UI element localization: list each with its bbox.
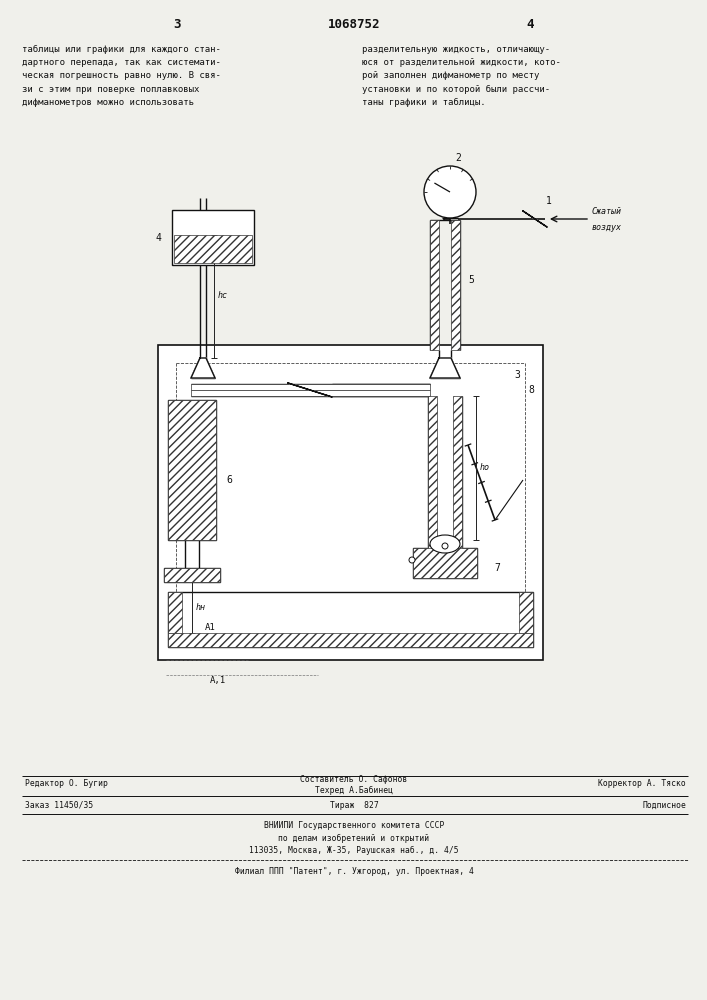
Text: воздух: воздух [592, 223, 622, 232]
Text: разделительную жидкость, отличающу-
юся от разделительной жидкости, кото-
рой за: разделительную жидкость, отличающу- юся … [362, 45, 561, 107]
Text: таблицы или графики для каждого стан-
дартного перепада, так как системати-
ческ: таблицы или графики для каждого стан- да… [22, 45, 221, 107]
Text: А1: А1 [204, 622, 216, 632]
Bar [164, 568, 220, 582]
Bar [158, 345, 543, 660]
Text: ВНИИПИ Государственного комитета СССР: ВНИИПИ Государственного комитета СССР [264, 822, 444, 830]
Text: hc: hc [218, 292, 228, 300]
Text: hо: hо [480, 464, 490, 473]
Text: 6: 6 [226, 475, 232, 485]
Bar [453, 396, 462, 550]
Text: по делам изобретений и открытий: по делам изобретений и открытий [279, 833, 430, 843]
Polygon shape [430, 358, 460, 378]
Bar [174, 235, 252, 263]
Text: Корректор А. Тяско: Корректор А. Тяско [598, 780, 686, 788]
Bar [413, 548, 477, 578]
Text: 8: 8 [528, 385, 534, 395]
Bar [168, 400, 216, 540]
Text: Тираж  827: Тираж 827 [329, 800, 378, 810]
Polygon shape [288, 383, 332, 397]
Polygon shape [523, 211, 547, 227]
Text: hн: hн [196, 602, 206, 611]
Circle shape [409, 557, 415, 563]
Bar [164, 568, 220, 582]
Bar [168, 592, 182, 633]
Bar [451, 220, 460, 350]
Bar [191, 390, 430, 396]
Text: 1068752: 1068752 [328, 18, 380, 31]
Circle shape [442, 543, 448, 549]
Ellipse shape [430, 535, 460, 553]
Bar [430, 220, 439, 350]
Text: 4: 4 [526, 18, 534, 31]
Bar [413, 548, 477, 578]
Text: Техред А.Бабинец: Техред А.Бабинец [315, 785, 393, 795]
Text: 113035, Москва, Ж-35, Раушская наб., д. 4/5: 113035, Москва, Ж-35, Раушская наб., д. … [249, 845, 459, 855]
Text: 3: 3 [514, 370, 520, 380]
Text: 7: 7 [494, 563, 500, 573]
Text: Филиал ППП "Патент", г. Ужгород, ул. Проектная, 4: Филиал ППП "Патент", г. Ужгород, ул. Про… [235, 866, 474, 876]
Polygon shape [191, 358, 215, 378]
Bar [168, 592, 533, 647]
Bar [168, 633, 533, 647]
Text: 1: 1 [546, 196, 552, 206]
Text: 3: 3 [173, 18, 181, 31]
Text: 5: 5 [468, 275, 474, 285]
Bar [428, 396, 437, 550]
Bar [168, 400, 216, 540]
Text: 2: 2 [455, 153, 461, 163]
Bar [172, 210, 254, 265]
Bar [519, 592, 533, 633]
Text: 4: 4 [155, 233, 161, 243]
Text: Подписное: Подписное [642, 800, 686, 810]
Text: А,1: А,1 [210, 676, 226, 684]
Text: Заказ 11450/35: Заказ 11450/35 [25, 800, 93, 810]
Text: Составитель О. Сафонов: Составитель О. Сафонов [300, 776, 408, 784]
Circle shape [424, 166, 476, 218]
Bar [191, 384, 430, 390]
Text: Редактор О. Бугир: Редактор О. Бугир [25, 780, 108, 788]
Text: Сжатый: Сжатый [592, 208, 622, 217]
